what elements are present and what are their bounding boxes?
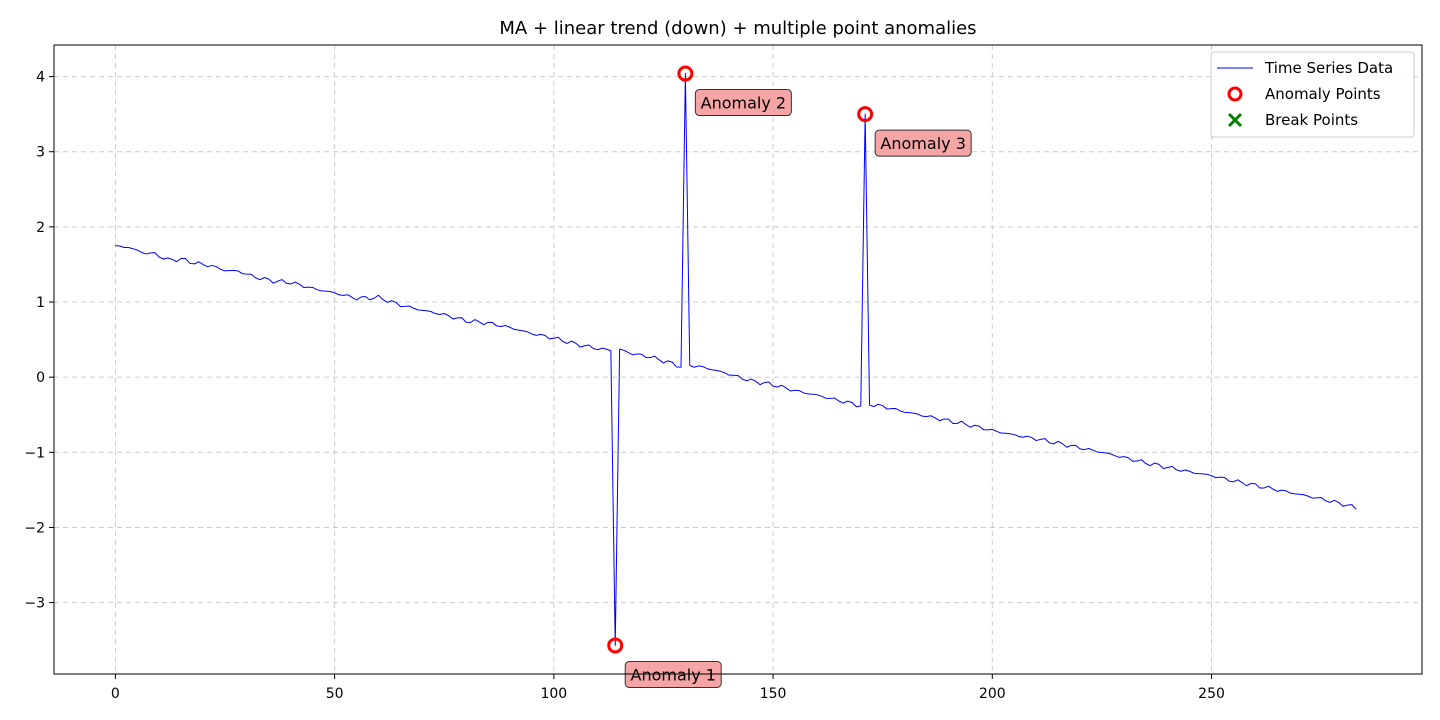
anomaly-label-box (874, 129, 972, 157)
legend-marker-x (1227, 112, 1243, 128)
legend-label: Anomaly Points (1265, 85, 1381, 103)
anomaly-point (857, 106, 874, 123)
y-tick-label: 0 (36, 370, 45, 386)
y-tick-label: 1 (36, 295, 45, 311)
y-tick-label: 2 (36, 220, 45, 236)
legend-marker-circle (1227, 86, 1243, 102)
x-tick-label: 150 (760, 686, 787, 702)
x-tick-label: 200 (979, 686, 1006, 702)
x-tick-label: 250 (1198, 686, 1225, 702)
x-tick-label: 100 (540, 686, 567, 702)
x-axis: 0 50 100 150 200 250 (111, 674, 1225, 702)
legend-box (1210, 51, 1415, 138)
x-tick-label: 50 (326, 686, 344, 702)
legend: Time Series Data Anomaly Points Break Poin… (1210, 51, 1415, 138)
anomaly-label: Anomaly 2 (701, 94, 786, 113)
y-tick-label: 4 (36, 70, 45, 86)
grid (54, 45, 1422, 674)
y-tick-label: −3 (24, 596, 45, 612)
y-tick-label: −2 (24, 520, 45, 536)
anomaly-label: Anomaly 3 (880, 134, 965, 153)
legend-label: Break Points (1265, 111, 1358, 129)
y-axis: −3 −2 −1 0 1 2 3 4 (24, 70, 54, 612)
y-tick-label: −1 (24, 445, 45, 461)
x-tick-label: 0 (111, 686, 120, 702)
y-tick-label: 3 (36, 145, 45, 161)
anomaly-label: Anomaly 1 (631, 665, 716, 684)
plot-frame (53, 44, 1423, 675)
chart-title: MA + linear trend (down) + multiple poin… (499, 18, 976, 39)
series-layer (115, 73, 1357, 646)
anomaly-point (677, 65, 694, 82)
anomaly-label-box (694, 89, 792, 117)
legend-label: Time Series Data (1264, 59, 1393, 77)
series-line (115, 73, 1357, 646)
anomaly-point (607, 637, 624, 654)
